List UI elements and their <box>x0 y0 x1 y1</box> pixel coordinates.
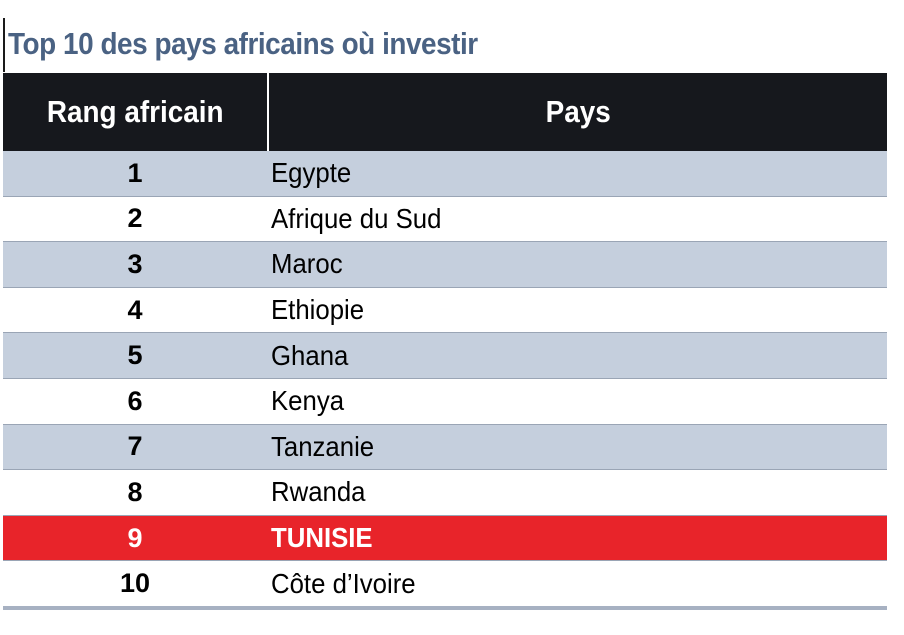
rank-cell: 1 <box>127 157 143 188</box>
country-name: Tanzanie <box>271 430 375 462</box>
country-name: Egypte <box>271 157 352 189</box>
table-row: 7 Tanzanie <box>3 424 887 471</box>
table-row: 8 Rwanda <box>3 470 887 516</box>
table-row: 4 Ethiopie <box>3 287 887 334</box>
page-title: Top 10 des pays africains où investir <box>8 26 478 61</box>
country-cell: Kenya <box>267 379 887 424</box>
country-name: TUNISIE <box>271 522 373 554</box>
country-cell: Ghana <box>267 333 887 378</box>
country-cell: Tanzanie <box>267 425 887 470</box>
table-header: Rang africain Pays <box>3 73 887 151</box>
header-rank-label: Rang africain <box>46 94 224 129</box>
rank-cell: 3 <box>127 248 143 279</box>
title-accent-bar <box>3 18 5 72</box>
rank-cell: 10 <box>119 568 151 599</box>
rank-cell: 7 <box>127 431 143 462</box>
table-row: 5 Ghana <box>3 333 887 379</box>
table-bottom-rule <box>3 606 887 610</box>
country-cell: Afrique du Sud <box>267 197 887 242</box>
country-cell: Côte d’Ivoire <box>267 561 887 606</box>
table-row-highlighted: 9 TUNISIE <box>3 515 887 562</box>
country-cell: Ethiopie <box>267 288 887 333</box>
country-cell: Egypte <box>267 151 887 196</box>
country-name: Kenya <box>271 385 345 417</box>
rank-cell: 5 <box>127 340 143 371</box>
country-cell: Maroc <box>267 242 887 287</box>
header-country-label: Pays <box>545 94 611 129</box>
rank-cell: 8 <box>127 476 143 507</box>
table-row: 2 Afrique du Sud <box>3 196 887 243</box>
table-row: 1 Egypte <box>3 151 887 197</box>
country-cell: Rwanda <box>267 470 887 515</box>
country-name: Ethiopie <box>271 294 365 326</box>
rank-cell: 2 <box>127 203 143 234</box>
header-country: Pays <box>269 73 887 151</box>
country-name: Côte d’Ivoire <box>271 567 416 599</box>
rank-cell: 6 <box>127 385 143 416</box>
ranking-table: Rang africain Pays 1 Egypte 2 Afrique du… <box>3 73 887 607</box>
country-name: Maroc <box>271 248 343 280</box>
header-rank: Rang africain <box>3 73 269 151</box>
country-name: Rwanda <box>271 476 366 508</box>
country-name: Ghana <box>271 339 349 371</box>
country-name: Afrique du Sud <box>271 202 442 234</box>
table-row: 3 Maroc <box>3 242 887 288</box>
table-row: 10 Côte d’Ivoire <box>3 561 887 607</box>
country-cell: TUNISIE <box>267 516 887 561</box>
rank-cell: 4 <box>127 294 143 325</box>
rank-cell: 9 <box>127 522 143 553</box>
table-row: 6 Kenya <box>3 378 887 425</box>
